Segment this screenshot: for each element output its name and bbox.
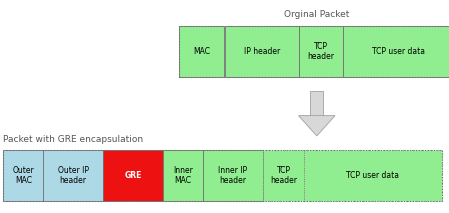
Text: MAC: MAC [193, 47, 210, 56]
Text: TCP user data: TCP user data [372, 47, 425, 56]
Bar [103, 150, 163, 201]
Text: TCP user data: TCP user data [347, 171, 400, 180]
Bar [263, 150, 304, 201]
Text: IP header: IP header [244, 47, 280, 56]
Bar [304, 150, 441, 201]
Bar [310, 91, 323, 116]
Text: TCP
header: TCP header [270, 166, 297, 185]
Bar [163, 150, 203, 201]
Polygon shape [299, 116, 335, 136]
Bar [343, 26, 449, 77]
Bar [299, 26, 343, 77]
Bar [3, 150, 441, 201]
Text: GRE: GRE [124, 171, 142, 180]
Bar [43, 150, 103, 201]
Bar [203, 150, 263, 201]
Text: Inner IP
header: Inner IP header [218, 166, 247, 185]
Text: Outer
MAC: Outer MAC [13, 166, 34, 185]
Text: Orginal Packet: Orginal Packet [284, 10, 349, 19]
Bar [224, 26, 299, 77]
Text: Outer IP
header: Outer IP header [57, 166, 88, 185]
Text: TCP
header: TCP header [308, 42, 335, 61]
Bar [179, 26, 449, 77]
Bar [3, 150, 43, 201]
Bar [179, 26, 224, 77]
Text: Packet with GRE encapsulation: Packet with GRE encapsulation [3, 135, 143, 144]
Text: Inner
MAC: Inner MAC [173, 166, 193, 185]
